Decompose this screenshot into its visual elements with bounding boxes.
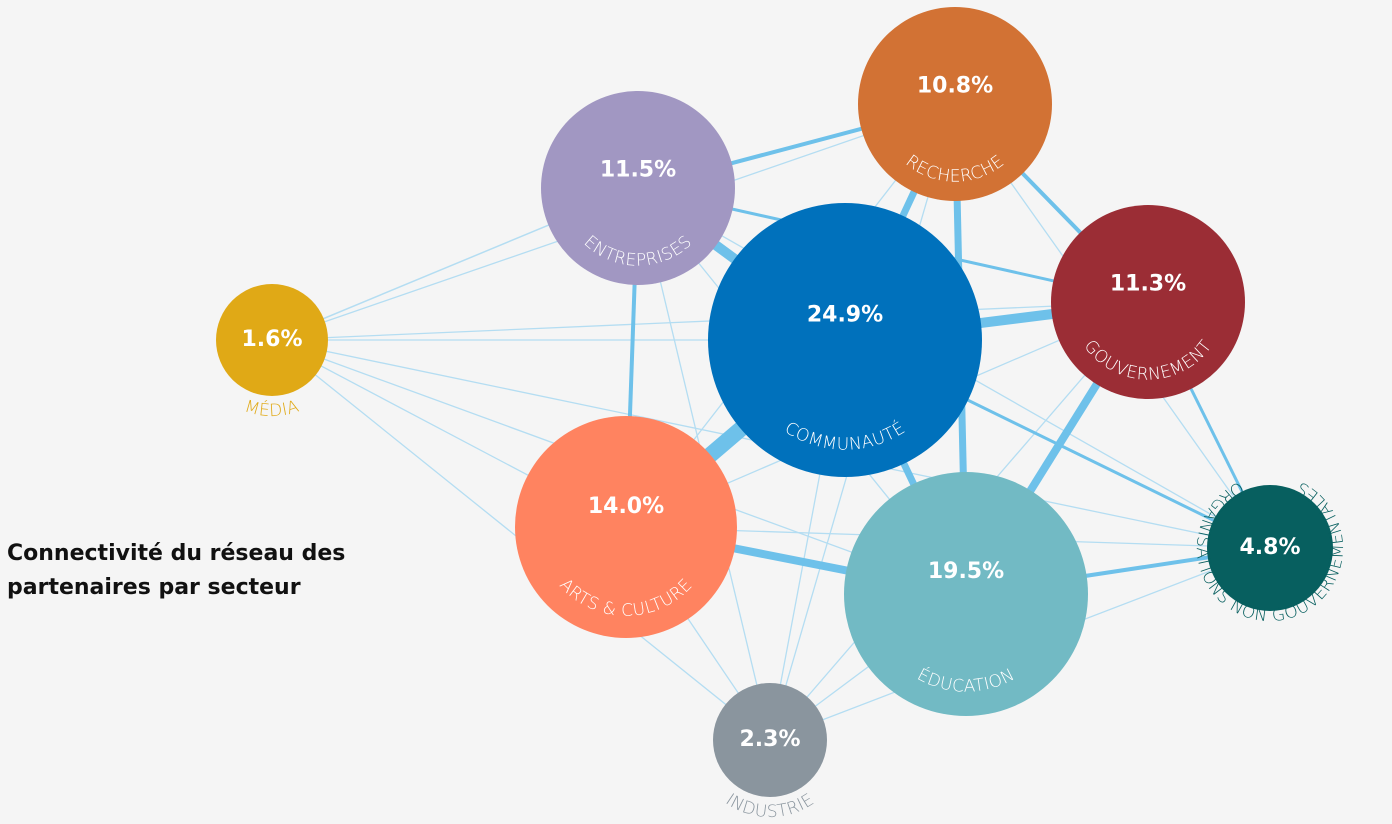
node: 4.8%ORGANISATIONS NON GOUVERNEMENTALES (1192, 477, 1348, 626)
node-circle (708, 203, 982, 477)
node-circle (844, 472, 1088, 716)
node-circle (1207, 485, 1333, 611)
node: 10.8%RECHERCHE (858, 7, 1052, 201)
node-value: 14.0% (588, 494, 664, 519)
node-circle (1051, 205, 1245, 399)
node: 11.5%ENTREPRISES (541, 91, 735, 285)
nodes: 1.6%MÉDIA11.5%ENTREPRISES10.8%RECHERCHE1… (216, 7, 1348, 822)
node-value: 19.5% (928, 559, 1004, 584)
title-line: Connectivité du réseau des (7, 541, 345, 566)
node-value: 24.9% (807, 302, 883, 327)
title-line: partenaires par secteur (7, 575, 301, 600)
node-label-text: MÉDIA (242, 396, 301, 421)
node-circle (515, 416, 737, 638)
node-value: 10.8% (917, 74, 993, 99)
node-label: MÉDIA (242, 396, 301, 421)
node: 14.0%ARTS & CULTURE (515, 416, 737, 638)
node: 11.3%GOUVERNEMENT (1051, 205, 1245, 399)
node-circle (541, 91, 735, 285)
node-circle (713, 683, 827, 797)
node: 19.5%ÉDUCATION (844, 472, 1088, 716)
node-value: 4.8% (1239, 535, 1300, 560)
node: 1.6% MÉDIA (216, 284, 328, 421)
node-value: 11.3% (1110, 272, 1186, 297)
node: 2.3%INDUSTRIE (713, 683, 827, 822)
node-circle (858, 7, 1052, 201)
node: 24.9%COMMUNAUTÉ (708, 203, 982, 477)
node-value: 2.3% (739, 727, 800, 752)
node-circle (216, 284, 328, 396)
node-value: 11.5% (600, 158, 676, 183)
node-value: 1.6% (241, 327, 302, 352)
